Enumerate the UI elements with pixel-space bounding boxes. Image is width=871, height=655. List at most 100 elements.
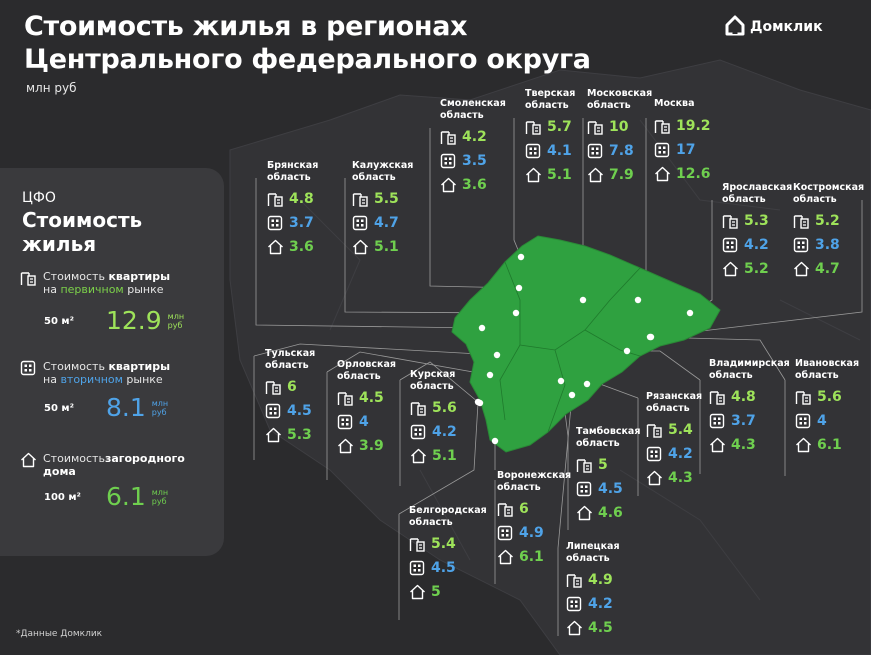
title-line-1: Стоимость жилья в регионах xyxy=(24,11,468,42)
region-card: Рязанская область 5.4 4.2 4.3 xyxy=(646,391,720,486)
region-value-house: 5.1 xyxy=(432,448,457,464)
region-value-row: 4.5 xyxy=(409,560,483,576)
region-value-row: 4.2 xyxy=(440,129,514,145)
region-name: Тамбовская область xyxy=(576,426,641,449)
region-name: Тульская область xyxy=(265,348,316,371)
region-value-primary: 5.7 xyxy=(547,119,572,135)
region-marker xyxy=(634,296,642,304)
summary-label-part: на xyxy=(43,373,61,386)
new-building-crane-icon xyxy=(265,379,282,395)
page-title: Стоимость жилья в регионах Центрального … xyxy=(24,10,591,76)
region-value-row: 12.6 xyxy=(654,166,728,182)
summary-item-secondary: Стоимость квартиры на вторичном рынке xyxy=(20,360,193,386)
region-value-primary: 5.2 xyxy=(815,213,840,229)
region-value-house: 5.3 xyxy=(287,427,312,443)
region-value-row: 4.2 xyxy=(646,446,720,462)
region-name: Белгородская область xyxy=(409,505,487,528)
region-value-secondary: 4.5 xyxy=(431,560,456,576)
region-value-row: 5.7 xyxy=(525,119,599,135)
region-name: Тверская область xyxy=(525,88,576,111)
country-house-icon xyxy=(709,437,726,453)
region-value-row: 4.2 xyxy=(410,424,484,440)
region-marker xyxy=(646,333,654,341)
summary-label-part: рынке xyxy=(122,373,163,386)
new-building-crane-icon xyxy=(795,389,812,405)
region-value-row: 5 xyxy=(576,457,650,473)
region-value-primary: 5.3 xyxy=(744,213,769,229)
country-house-icon xyxy=(587,167,604,183)
summary-label-part: Стоимость xyxy=(43,270,109,283)
apartment-building-icon xyxy=(587,143,604,159)
region-value-row: 4.5 xyxy=(337,390,411,406)
region-value-house: 4.3 xyxy=(668,470,693,486)
region-value-house: 5.1 xyxy=(547,167,572,183)
region-value-house: 3.9 xyxy=(359,438,384,454)
region-marker xyxy=(517,253,525,261)
region-card: Смоленская область 4.2 3.5 3.6 xyxy=(440,98,514,193)
connector-line xyxy=(255,178,483,329)
region-value-row: 5.1 xyxy=(352,239,426,255)
region-marker xyxy=(493,351,501,359)
connector-line xyxy=(398,402,479,620)
new-building-crane-icon xyxy=(440,129,457,145)
region-value-secondary: 17 xyxy=(676,141,696,158)
summary-value-row: 50 м² 12.9 млн руб xyxy=(24,308,194,334)
region-value-house: 3.6 xyxy=(462,177,487,193)
region-value-house: 4.3 xyxy=(731,437,756,453)
summary-area: 50 м² xyxy=(44,315,74,327)
country-house-icon xyxy=(566,620,583,636)
region-card: Тверская область 5.7 4.1 5.1 xyxy=(525,88,599,183)
footnote: *Данные Домклик xyxy=(16,629,103,639)
region-value-row: 4.2 xyxy=(566,596,640,612)
summary-panel: ЦФО Стоимость жилья xyxy=(0,168,224,556)
region-value-primary: 4.2 xyxy=(462,129,487,145)
region-value-house: 4.5 xyxy=(588,620,613,636)
region-value-secondary: 4.2 xyxy=(744,237,769,253)
new-building-crane-icon xyxy=(654,118,671,134)
region-value-row: 5.1 xyxy=(410,448,484,464)
new-building-crane-icon xyxy=(566,572,583,588)
region-value-house: 3.6 xyxy=(289,239,314,255)
country-house-icon xyxy=(576,505,593,521)
region-value-primary: 10 xyxy=(609,119,629,135)
region-value-row: 7.8 xyxy=(587,143,661,159)
region-value-row: 3.6 xyxy=(440,177,514,193)
region-card: Орловская область 4.5 4 3.9 xyxy=(337,359,411,454)
country-house-icon xyxy=(525,167,542,183)
region-marker xyxy=(583,380,591,388)
apartment-building-icon xyxy=(525,143,542,159)
region-card: Калужская область 5.5 4.7 5.1 xyxy=(352,160,426,255)
region-card: Тульская область 6 4.5 5.3 xyxy=(265,348,339,443)
region-value-house: 12.6 xyxy=(676,165,711,182)
brand: Домклик xyxy=(724,14,823,40)
region-value-secondary: 4.2 xyxy=(668,446,693,462)
region-value-row: 5.4 xyxy=(409,536,483,552)
region-value-row: 4.3 xyxy=(646,470,720,486)
region-marker xyxy=(623,347,631,355)
region-value-primary: 4.8 xyxy=(731,389,756,405)
region-value-row: 4.2 xyxy=(722,237,796,253)
connector-line xyxy=(399,361,479,486)
apartment-building-icon xyxy=(337,414,354,430)
region-value-row: 6.1 xyxy=(497,549,571,565)
region-value-row: 3.8 xyxy=(793,237,867,253)
summary-label-part: загородного дома xyxy=(43,452,185,478)
region-value-secondary: 7.8 xyxy=(609,143,634,159)
country-house-icon xyxy=(722,261,739,277)
summary-label-part: Стоимость xyxy=(43,452,105,465)
region-value-row: 4.8 xyxy=(267,191,341,207)
new-building-crane-icon xyxy=(587,119,604,135)
summary-item-house: Стоимостьзагородного дома xyxy=(20,452,193,478)
country-house-icon xyxy=(337,438,354,454)
region-value-house: 6.1 xyxy=(519,549,544,565)
region-card: Москва 19.2 17 12.6 xyxy=(654,98,728,182)
region-value-row: 4.5 xyxy=(265,403,339,419)
region-value-row: 3.7 xyxy=(709,413,783,429)
region-value-primary: 4.5 xyxy=(359,390,384,406)
region-value-primary: 6 xyxy=(519,501,529,517)
region-name: Калужская область xyxy=(352,160,414,183)
region-value-row: 4.7 xyxy=(352,215,426,231)
region-value-house: 5.2 xyxy=(744,261,769,277)
summary-label-part: квартиры xyxy=(108,270,171,283)
region-value-row: 4.5 xyxy=(576,481,650,497)
